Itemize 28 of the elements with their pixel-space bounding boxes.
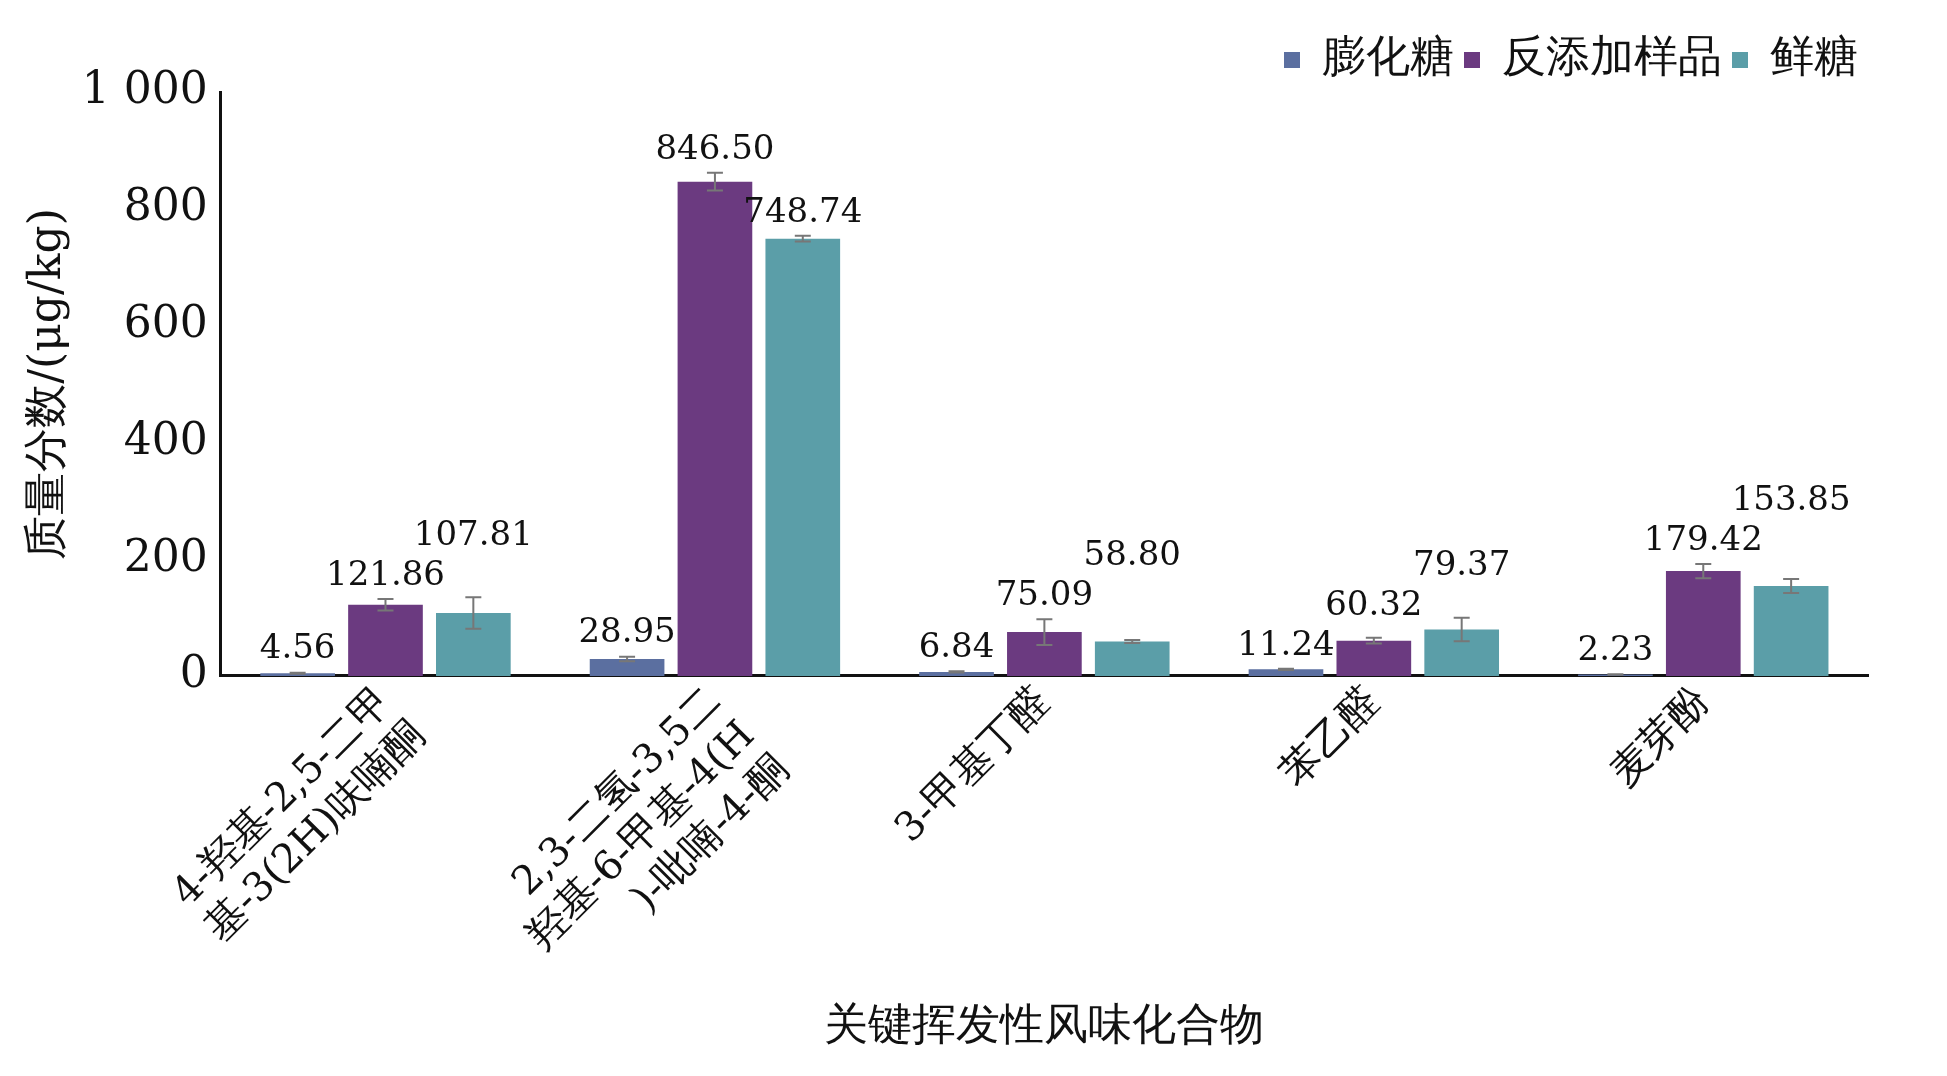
legend-label: 鲜糖 xyxy=(1770,30,1858,82)
data-label: 28.95 xyxy=(578,610,676,651)
data-label: 179.42 xyxy=(1643,517,1763,558)
data-label: 75.09 xyxy=(995,573,1094,614)
data-label: 60.32 xyxy=(1325,582,1423,623)
data-label: 79.37 xyxy=(1413,542,1511,583)
x-tick-label: 麦芽酚 xyxy=(1599,677,1717,795)
data-label: 107.81 xyxy=(413,512,533,553)
y-tick-label: 200 xyxy=(123,529,208,581)
y-axis-title: 质量分数/(μg/kg) xyxy=(18,208,70,560)
data-label: 153.85 xyxy=(1731,477,1851,518)
y-tick-label: 800 xyxy=(123,179,208,231)
y-tick-label: 400 xyxy=(123,412,208,464)
x-tick-label: 苯乙醛 xyxy=(1270,677,1388,795)
data-label: 4.56 xyxy=(259,626,336,667)
x-axis-title: 关键挥发性风味化合物 xyxy=(824,998,1265,1050)
data-label: 11.24 xyxy=(1237,622,1335,663)
data-label: 2.23 xyxy=(1577,628,1654,669)
data-label: 6.84 xyxy=(918,625,995,666)
y-tick-label: 0 xyxy=(179,646,208,698)
y-tick-label: 600 xyxy=(123,295,208,347)
legend-label: 膨化糖 xyxy=(1322,30,1454,82)
data-label: 846.50 xyxy=(655,126,775,167)
legend-label: 反添加样品 xyxy=(1502,30,1722,82)
data-label: 121.86 xyxy=(326,552,445,593)
data-label: 58.80 xyxy=(1083,533,1181,574)
y-tick-label: 1 000 xyxy=(81,62,208,114)
x-tick-label: 3-甲基丁醛 xyxy=(884,677,1059,851)
